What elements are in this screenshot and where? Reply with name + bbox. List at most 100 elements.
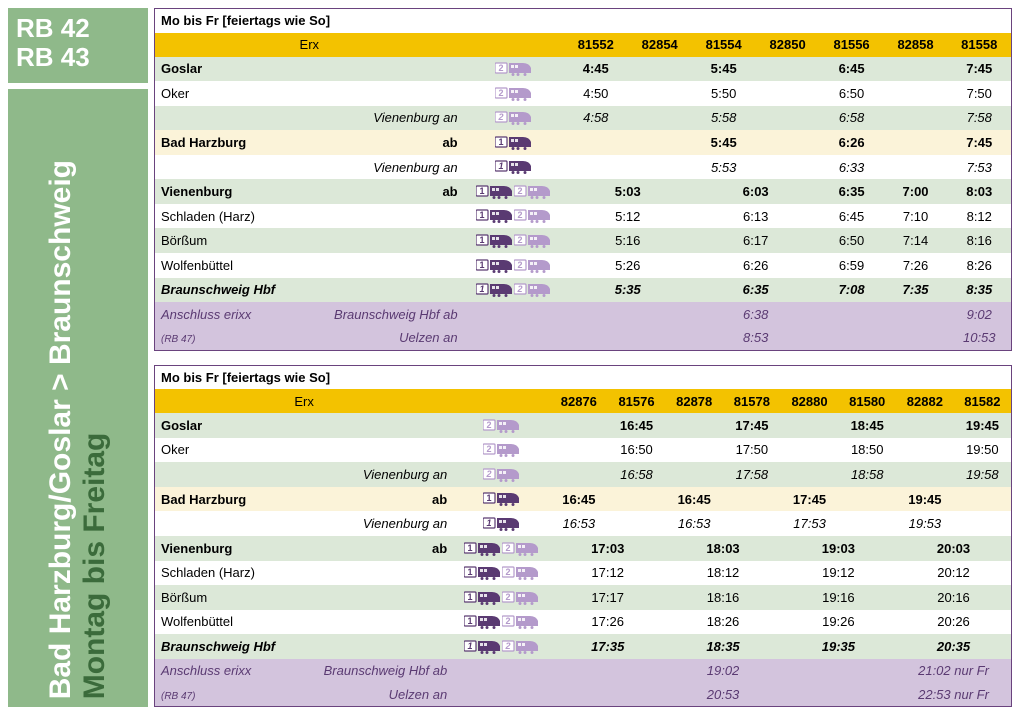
conn-time <box>564 326 692 350</box>
time-value: 17:45 <box>781 487 839 512</box>
time-value: 7:35 <box>884 278 948 303</box>
time-value <box>838 487 896 512</box>
time-value: 19:50 <box>954 438 1012 463</box>
svg-text:2: 2 <box>498 88 503 98</box>
svg-text:1: 1 <box>486 518 491 528</box>
svg-text:2: 2 <box>485 469 491 479</box>
train-number: 82878 <box>665 389 723 413</box>
time-value <box>756 57 820 82</box>
time-value: 17:53 <box>781 511 839 536</box>
time-value: 6:50 <box>820 81 884 106</box>
train-icon: 2 <box>514 184 552 200</box>
operator-label: Erx <box>155 389 454 413</box>
line-icon-cell: 1 2 <box>464 179 564 204</box>
station-name: Börßum <box>155 585 454 610</box>
conn-time: 10:53 <box>948 326 1012 350</box>
train-number: 81582 <box>954 389 1012 413</box>
time-value <box>781 462 839 487</box>
time-value: 6:17 <box>692 228 820 253</box>
time-value <box>628 57 692 82</box>
svg-text:1: 1 <box>498 161 503 171</box>
time-value: 19:53 <box>896 511 954 536</box>
line-id-2: RB 43 <box>16 43 140 72</box>
time-value <box>884 130 948 155</box>
time-value: 20:03 <box>896 536 1011 561</box>
time-value <box>896 413 954 438</box>
station-name: Wolfenbüttel <box>155 610 454 635</box>
line-icon-cell: 1 2 <box>453 610 550 635</box>
svg-text:1: 1 <box>479 210 484 220</box>
train-number: 81578 <box>723 389 781 413</box>
svg-text:2: 2 <box>505 543 510 553</box>
station-name: Vienenburg an <box>155 106 464 131</box>
time-value: 6:26 <box>692 253 820 278</box>
time-value: 7:53 <box>948 155 1012 180</box>
station-name: Vienenburg an <box>155 511 454 536</box>
train-icon: 2 <box>502 541 540 557</box>
train-number: 82854 <box>628 33 692 57</box>
train-icon: 2 <box>502 590 540 606</box>
train-icon: 2 <box>502 565 540 581</box>
conn-time: 9:02 <box>948 302 1012 326</box>
time-value: 5:45 <box>692 130 756 155</box>
time-value <box>884 57 948 82</box>
line-icon-cell: 1 <box>464 130 564 155</box>
time-value: 7:14 <box>884 228 948 253</box>
conn-time: 21:02 nur Fr <box>896 659 1011 683</box>
train-icon: 1 <box>464 639 502 655</box>
time-value <box>756 155 820 180</box>
time-value <box>954 487 1012 512</box>
train-icon: 2 <box>483 467 521 483</box>
time-value <box>564 155 628 180</box>
time-value: 5:45 <box>692 57 756 82</box>
station-name: Oker <box>155 81 464 106</box>
time-value: 18:58 <box>838 462 896 487</box>
svg-text:1: 1 <box>486 493 491 503</box>
time-value: 5:35 <box>564 278 692 303</box>
line-icon-cell: 1 2 <box>453 634 550 659</box>
time-value: 19:12 <box>781 561 896 586</box>
sidebar-lines: RB 42 RB 43 <box>8 8 148 83</box>
time-value: 18:12 <box>665 561 780 586</box>
conn-time <box>884 326 948 350</box>
train-icon: 1 <box>464 614 502 630</box>
conn-time: 8:53 <box>692 326 820 350</box>
time-value <box>608 511 666 536</box>
svg-text:1: 1 <box>479 186 484 196</box>
time-value: 7:26 <box>884 253 948 278</box>
train-icon: 1 <box>476 184 514 200</box>
time-value <box>896 438 954 463</box>
time-value: 7:08 <box>820 278 884 303</box>
line-icon-cell: 1 2 <box>453 536 550 561</box>
time-value: 18:35 <box>665 634 780 659</box>
conn-time <box>884 302 948 326</box>
svg-text:2: 2 <box>497 112 503 122</box>
station-name: Goslar <box>155 57 464 82</box>
station-name: Vienenburg an <box>155 155 464 180</box>
time-value: 6:03 <box>692 179 820 204</box>
time-value: 7:00 <box>884 179 948 204</box>
station-name: Börßum <box>155 228 464 253</box>
station-name: Vienenburgab <box>155 536 454 561</box>
station-name: Vienenburgab <box>155 179 464 204</box>
svg-text:2: 2 <box>504 641 510 651</box>
header-label: Mo bis Fr [feiertags wie So] <box>155 9 464 33</box>
time-value: 17:45 <box>723 413 781 438</box>
svg-text:1: 1 <box>467 592 472 602</box>
time-value <box>896 462 954 487</box>
time-value: 19:45 <box>896 487 954 512</box>
time-value: 7:45 <box>948 130 1012 155</box>
time-value: 6:35 <box>820 179 884 204</box>
time-value: 7:10 <box>884 204 948 229</box>
time-value <box>756 106 820 131</box>
time-value: 20:12 <box>896 561 1011 586</box>
train-number: 82858 <box>884 33 948 57</box>
header-label: Mo bis Fr [feiertags wie So] <box>155 365 454 389</box>
time-value: 20:26 <box>896 610 1011 635</box>
time-value <box>665 438 723 463</box>
time-value: 5:16 <box>564 228 692 253</box>
line-icon-cell: 1 2 <box>464 228 564 253</box>
time-value: 19:35 <box>781 634 896 659</box>
conn-time <box>564 302 692 326</box>
station-name: Schladen (Harz) <box>155 561 454 586</box>
